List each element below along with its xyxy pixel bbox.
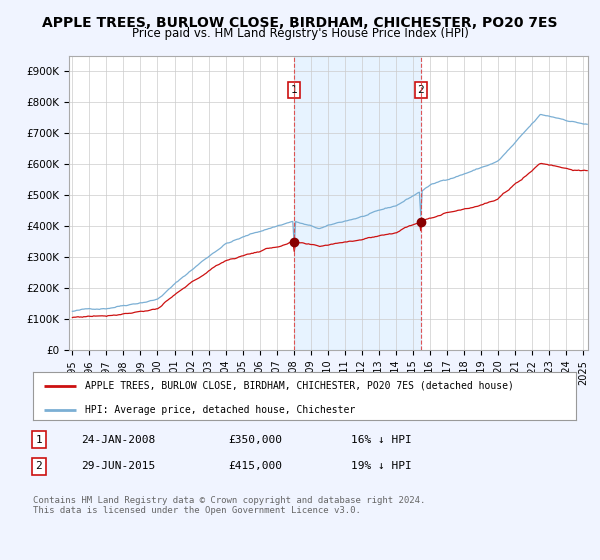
Text: APPLE TREES, BURLOW CLOSE, BIRDHAM, CHICHESTER, PO20 7ES: APPLE TREES, BURLOW CLOSE, BIRDHAM, CHIC…: [42, 16, 558, 30]
Text: 24-JAN-2008: 24-JAN-2008: [81, 435, 155, 445]
Text: Price paid vs. HM Land Registry's House Price Index (HPI): Price paid vs. HM Land Registry's House …: [131, 27, 469, 40]
Text: 1: 1: [291, 85, 298, 95]
Text: HPI: Average price, detached house, Chichester: HPI: Average price, detached house, Chic…: [85, 404, 355, 414]
Text: £415,000: £415,000: [228, 461, 282, 472]
Text: 19% ↓ HPI: 19% ↓ HPI: [351, 461, 412, 472]
Text: APPLE TREES, BURLOW CLOSE, BIRDHAM, CHICHESTER, PO20 7ES (detached house): APPLE TREES, BURLOW CLOSE, BIRDHAM, CHIC…: [85, 381, 514, 391]
Text: 16% ↓ HPI: 16% ↓ HPI: [351, 435, 412, 445]
Bar: [295, 56, 421, 350]
Text: Contains HM Land Registry data © Crown copyright and database right 2024.
This d: Contains HM Land Registry data © Crown c…: [33, 496, 425, 515]
Text: 2: 2: [35, 461, 43, 472]
Text: 2: 2: [418, 85, 424, 95]
Text: 29-JUN-2015: 29-JUN-2015: [81, 461, 155, 472]
Text: 1: 1: [35, 435, 43, 445]
Text: £350,000: £350,000: [228, 435, 282, 445]
